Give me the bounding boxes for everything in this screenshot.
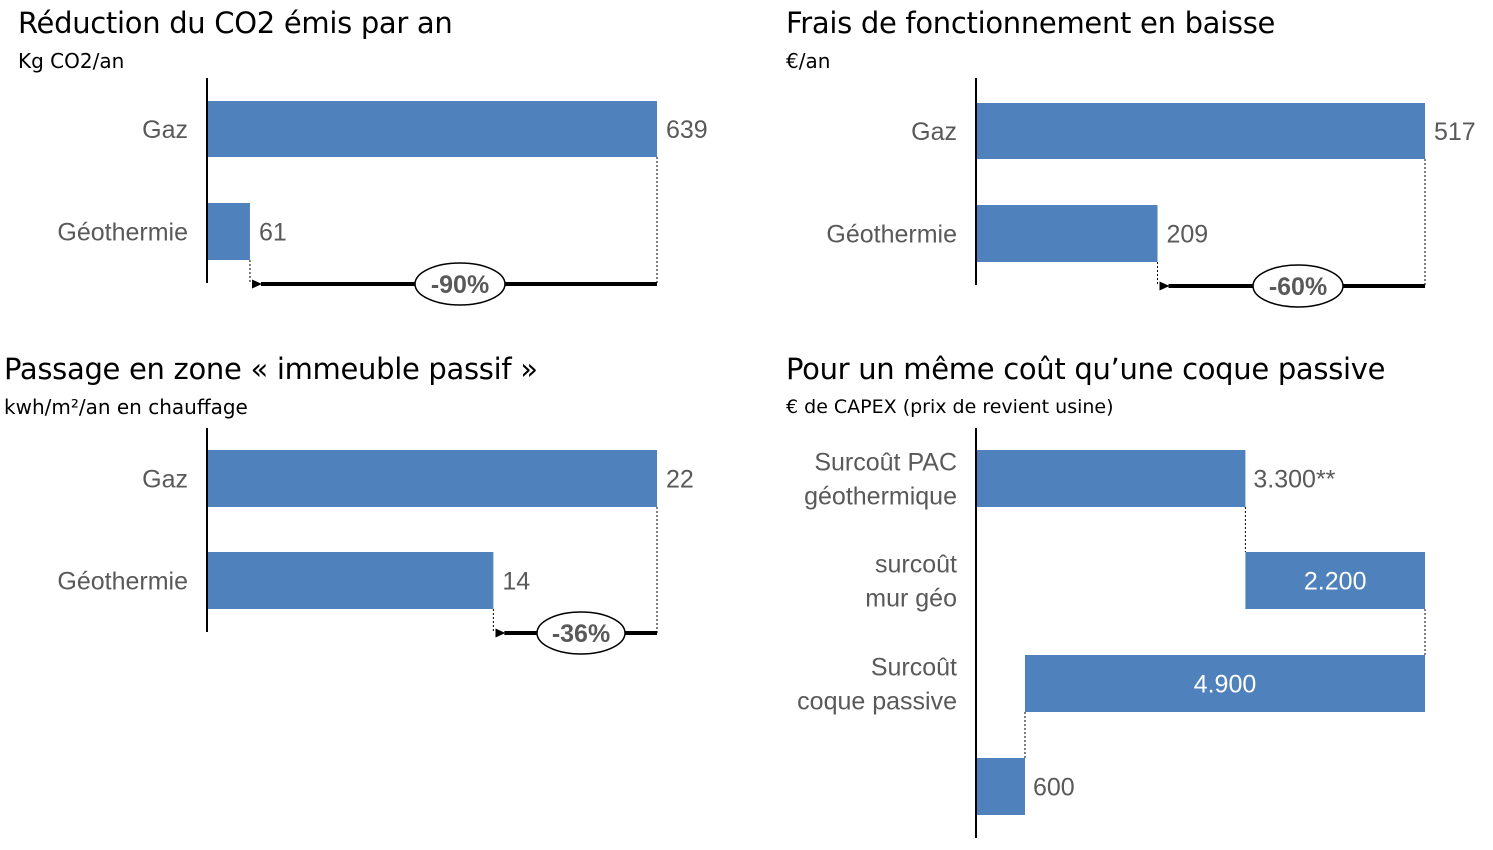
chart-title: Réduction du CO2 émis par an	[18, 6, 453, 40]
value-label: 2.200	[1304, 568, 1367, 596]
category-label: Surcoût PAC	[814, 449, 957, 477]
percentage-oval	[1252, 264, 1344, 308]
category-label: surcoût	[875, 551, 957, 579]
bar-geothermie	[207, 552, 494, 609]
bar-gaz	[207, 450, 657, 507]
waterfall-bar	[976, 758, 1025, 815]
category-label: Gaz	[142, 466, 188, 494]
value-label: 4.900	[1194, 671, 1257, 699]
bar-geothermie	[976, 205, 1158, 262]
category-label: mur géo	[865, 585, 957, 613]
value-label: 209	[1167, 221, 1209, 249]
chart-2: Gaz 517 Géothermie 209 -60%	[826, 78, 1476, 308]
category-label: géothermique	[804, 483, 957, 511]
chart-subtitle: €/an	[786, 49, 831, 73]
value-label: 3.300**	[1253, 466, 1335, 494]
waterfall-bar	[1024, 655, 1425, 712]
category-label: Surcoût	[871, 654, 957, 682]
value-label: 61	[259, 219, 287, 247]
chart-title: Passage en zone « immeuble passif »	[4, 352, 538, 386]
percentage-label: -36%	[552, 620, 610, 648]
chart-4: 3.300** Surcoût PAC géothermique 2.200 surco…	[797, 428, 1426, 838]
value-label: 517	[1434, 118, 1476, 146]
value-label: 22	[666, 466, 694, 494]
chart-subtitle: € de CAPEX (prix de revient usine)	[786, 396, 1114, 418]
waterfall-bar	[976, 450, 1246, 507]
bar-gaz	[207, 101, 657, 157]
chart-3: Gaz 22 Géothermie 14 -36%	[57, 428, 694, 655]
category-label: Géothermie	[826, 221, 957, 249]
chart-1: Gaz 639 Géothermie 61 -90%	[57, 78, 708, 306]
category-label: coque passive	[797, 688, 957, 716]
percentage-label: -90%	[431, 271, 489, 299]
percentage-label: -60%	[1269, 273, 1327, 301]
category-label: Gaz	[142, 116, 188, 144]
value-label: 600	[1033, 774, 1075, 802]
value-label: 14	[502, 568, 530, 596]
chart-title: Pour un même coût qu’une coque passive	[786, 352, 1386, 386]
bar-gaz	[976, 103, 1425, 159]
chart-subtitle: Kg CO2/an	[18, 49, 125, 73]
category-label: Géothermie	[57, 568, 188, 596]
chart-title: Frais de fonctionnement en baisse	[786, 6, 1276, 40]
value-label: 639	[666, 116, 708, 144]
category-label: Géothermie	[57, 219, 188, 247]
category-label: Gaz	[911, 118, 957, 146]
chart-subtitle: kwh/m²/an en chauffage	[4, 395, 248, 419]
bar-geothermie	[207, 203, 250, 260]
waterfall-bar	[1245, 552, 1425, 609]
percentage-oval	[414, 262, 506, 306]
percentage-oval	[536, 611, 626, 655]
